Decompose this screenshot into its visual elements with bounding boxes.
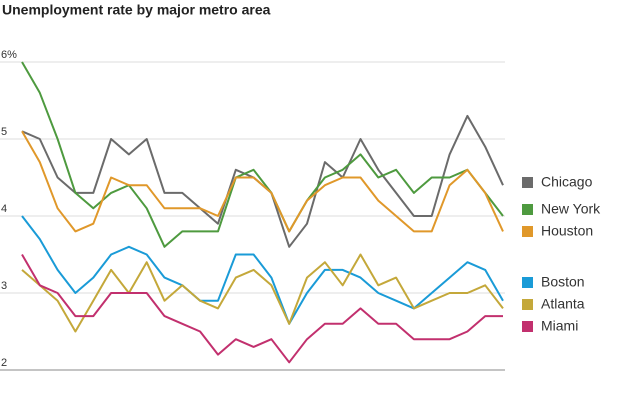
y-tick-label: 4 bbox=[1, 203, 7, 215]
series-line bbox=[21, 253, 503, 364]
legend-label: Chicago bbox=[541, 174, 593, 190]
legend-swatch bbox=[522, 299, 533, 310]
legend-label: Miami bbox=[541, 318, 578, 334]
series-line bbox=[21, 130, 504, 233]
y-tick-label: 5 bbox=[1, 126, 7, 138]
legend-label: Houston bbox=[541, 223, 593, 239]
legend-swatch bbox=[522, 177, 533, 188]
series-line bbox=[21, 215, 504, 325]
y-tick-label: 2 bbox=[1, 357, 7, 369]
legend-label: New York bbox=[541, 201, 601, 217]
legend-swatch bbox=[522, 204, 533, 215]
legend-swatch bbox=[522, 226, 533, 237]
legend-label: Boston bbox=[541, 274, 585, 290]
y-tick-label: 6% bbox=[1, 49, 17, 61]
series-line bbox=[21, 253, 504, 333]
legend-label: Atlanta bbox=[541, 296, 585, 312]
y-tick-label: 3 bbox=[1, 280, 7, 292]
legend-swatch bbox=[522, 277, 533, 288]
legend-swatch bbox=[522, 321, 533, 332]
chart-title: Unemployment rate by major metro area bbox=[2, 2, 271, 18]
